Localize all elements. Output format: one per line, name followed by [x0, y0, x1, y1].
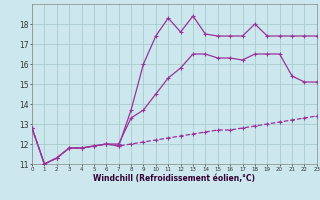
X-axis label: Windchill (Refroidissement éolien,°C): Windchill (Refroidissement éolien,°C) [93, 174, 255, 183]
